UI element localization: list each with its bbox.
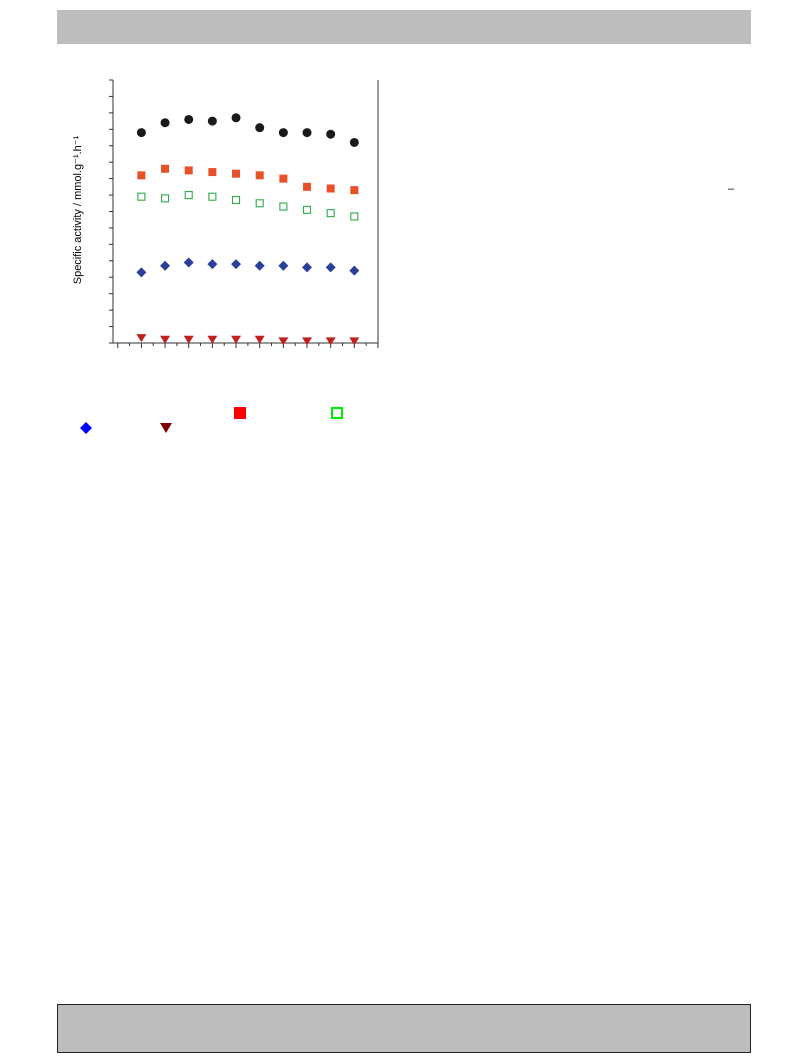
point	[208, 168, 217, 177]
point	[137, 192, 146, 201]
point	[137, 171, 146, 180]
point	[302, 128, 312, 138]
point	[302, 262, 313, 273]
point	[207, 116, 217, 126]
point	[350, 186, 359, 195]
point	[183, 257, 194, 268]
legend-marker	[80, 422, 92, 434]
point	[303, 182, 312, 191]
point	[184, 191, 193, 200]
point	[231, 113, 241, 123]
legend-marker	[160, 423, 172, 433]
point	[184, 114, 194, 124]
point	[231, 259, 242, 270]
point	[161, 194, 170, 203]
point	[161, 164, 170, 173]
point	[136, 334, 147, 343]
point	[255, 199, 264, 208]
point	[183, 335, 194, 344]
legend-marker	[331, 407, 343, 419]
point	[231, 335, 242, 344]
point	[350, 212, 359, 221]
margin-mark: –	[728, 183, 735, 195]
point	[160, 118, 170, 128]
chart: – Specific activity / mmol.g⁻¹.h⁻¹	[72, 79, 735, 434]
point	[160, 335, 171, 344]
point	[255, 171, 264, 180]
point	[325, 262, 336, 273]
legend-marker	[234, 407, 246, 419]
point	[184, 166, 193, 175]
point	[279, 174, 288, 183]
point	[136, 267, 147, 278]
point	[207, 259, 218, 270]
point	[254, 260, 265, 271]
point	[207, 335, 218, 344]
point	[302, 337, 313, 346]
point	[278, 260, 289, 271]
point	[278, 337, 289, 346]
point	[325, 337, 336, 346]
point	[160, 260, 171, 271]
legend	[80, 407, 343, 434]
point	[255, 123, 265, 133]
point	[349, 137, 359, 147]
header-bar	[57, 10, 751, 44]
point	[232, 169, 241, 178]
point	[326, 209, 335, 218]
point	[136, 128, 146, 138]
footer-bar	[57, 1004, 751, 1053]
point	[231, 195, 241, 205]
point	[278, 128, 288, 138]
point	[326, 129, 336, 139]
point	[208, 192, 217, 201]
point	[326, 184, 335, 193]
point	[302, 205, 312, 214]
point	[254, 335, 265, 344]
point	[349, 337, 360, 346]
y-axis-label: Specific activity / mmol.g⁻¹.h⁻¹	[72, 135, 84, 284]
point	[279, 202, 288, 211]
point	[349, 265, 360, 276]
